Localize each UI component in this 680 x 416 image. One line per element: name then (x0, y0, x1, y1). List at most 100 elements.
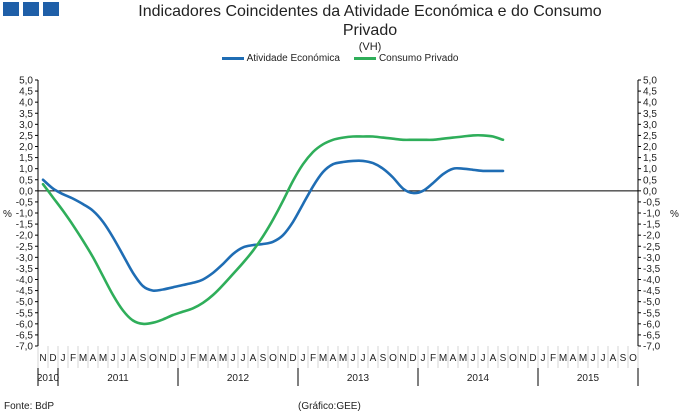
y-tick-label-right: -2,0 (643, 231, 661, 242)
y-tick-label-right: -0,5 (643, 197, 661, 208)
y-tick-label-right: 0,5 (643, 175, 657, 186)
month-label: J (421, 353, 426, 364)
month-label: J (241, 353, 246, 364)
y-tick-label-right: 0,0 (643, 186, 657, 197)
y-tick-label-left: -4,5 (16, 286, 34, 297)
y-tick-label-right: 3,5 (643, 109, 657, 120)
y-tick-label-right: 5,0 (643, 76, 657, 87)
y-tick-label-left: -6,0 (16, 319, 34, 330)
y-tick-label-right: -5,5 (643, 308, 661, 319)
y-tick-label-left: -2,5 (16, 242, 34, 253)
y-tick-label-left: -4,0 (16, 275, 34, 286)
month-label: D (49, 353, 56, 364)
month-label: F (430, 353, 436, 364)
month-label: M (199, 353, 207, 364)
y-tick-label-right: -4,0 (643, 275, 661, 286)
legend-swatch-atividade (221, 57, 244, 60)
month-label: F (70, 353, 76, 364)
y-tick-label-left: -7,0 (16, 342, 34, 353)
month-label: N (399, 353, 406, 364)
legend-label-atividade: Atividade Económica (246, 53, 340, 64)
month-label: A (490, 353, 497, 364)
month-label: O (509, 353, 517, 364)
month-label: S (620, 353, 627, 364)
year-label: 2010 (37, 373, 60, 384)
month-label: D (289, 353, 296, 364)
y-tick-label-left: 2,0 (19, 142, 33, 153)
month-label: S (380, 353, 387, 364)
month-label: J (541, 353, 546, 364)
y-tick-label-left: -2,0 (16, 231, 34, 242)
month-label: J (591, 353, 596, 364)
month-label: J (181, 353, 186, 364)
month-label: J (61, 353, 66, 364)
month-label: A (250, 353, 257, 364)
y-tick-label-left: 4,0 (19, 98, 33, 109)
month-label: J (481, 353, 486, 364)
month-label: J (601, 353, 606, 364)
month-label: F (190, 353, 196, 364)
logo (3, 2, 59, 16)
y-tick-label-right: -1,5 (643, 220, 661, 231)
y-axis-label-right: % (670, 209, 679, 220)
year-label: 2011 (107, 373, 129, 384)
y-tick-label-right: 3,0 (643, 120, 657, 131)
month-label: N (39, 353, 46, 364)
month-label: D (169, 353, 176, 364)
y-tick-label-left: 0,5 (19, 175, 33, 186)
y-tick-label-right: -5,0 (643, 297, 661, 308)
y-tick-label-left: -5,5 (16, 308, 34, 319)
y-tick-label-left: -5,0 (16, 297, 34, 308)
y-tick-label-right: -3,0 (643, 253, 661, 264)
y-tick-label-right: -6,5 (643, 330, 661, 341)
y-tick-label-right: 1,0 (643, 164, 657, 175)
chart-title: Indicadores Coincidentes da Atividade Ec… (138, 3, 602, 39)
month-label: F (550, 353, 556, 364)
y-tick-label-left: 5,0 (19, 76, 33, 87)
month-label: O (269, 353, 277, 364)
legend: Atividade Económica Consumo Privado (0, 53, 680, 64)
month-label: M (99, 353, 107, 364)
y-tick-label-left: 2,5 (19, 131, 33, 142)
year-label: 2015 (577, 373, 600, 384)
y-tick-label-left: -1,0 (16, 209, 34, 220)
month-label: J (301, 353, 306, 364)
month-label: M (559, 353, 567, 364)
month-label: O (389, 353, 397, 364)
y-tick-label-left: -1,5 (16, 220, 34, 231)
year-label: 2014 (467, 373, 490, 384)
month-label: A (610, 353, 617, 364)
y-tick-label-right: -2,5 (643, 242, 661, 253)
year-label: 2013 (347, 373, 370, 384)
month-label: M (439, 353, 447, 364)
month-label: J (361, 353, 366, 364)
month-label: A (450, 353, 457, 364)
month-label: N (159, 353, 166, 364)
month-label: M (459, 353, 467, 364)
y-tick-label-right: -1,0 (643, 209, 661, 220)
y-tick-label-right: 4,5 (643, 87, 657, 98)
legend-item-consumo: Consumo Privado (353, 53, 458, 64)
series-line-atividade (41, 159, 505, 293)
month-label: O (629, 353, 637, 364)
month-label: M (219, 353, 227, 364)
month-label: F (310, 353, 316, 364)
month-label: A (130, 353, 137, 364)
month-label: J (231, 353, 236, 364)
month-label: A (570, 353, 577, 364)
y-tick-label-left: 3,0 (19, 120, 33, 131)
y-tick-label-left: 4,5 (19, 87, 33, 98)
y-tick-label-right: 1,5 (643, 153, 657, 164)
month-label: A (330, 353, 337, 364)
y-tick-label-right: -4,5 (643, 286, 661, 297)
month-label: S (500, 353, 507, 364)
y-axis-label-left: % (3, 209, 12, 220)
y-tick-label-left: -3,5 (16, 264, 34, 275)
month-label: J (471, 353, 476, 364)
y-tick-label-left: 3,5 (19, 109, 33, 120)
y-tick-label-right: -6,0 (643, 319, 661, 330)
month-label: D (529, 353, 536, 364)
year-label: 2012 (227, 373, 250, 384)
y-tick-label-left: 0,0 (19, 186, 33, 197)
